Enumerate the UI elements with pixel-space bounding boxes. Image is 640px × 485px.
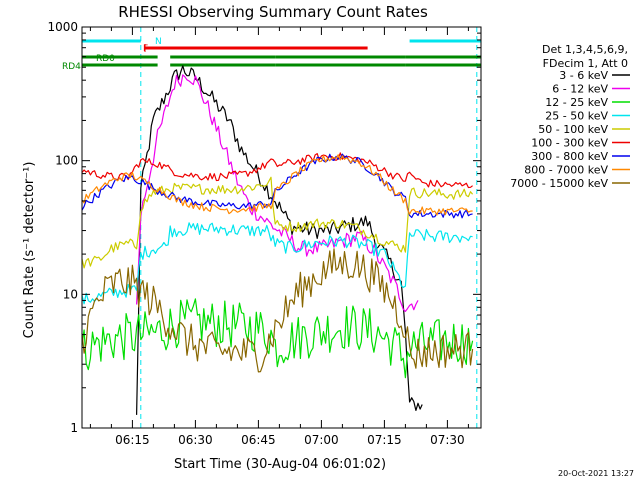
y-tick-label-2: 100	[55, 154, 78, 168]
legend-label-5: 100 - 300 keV	[531, 137, 608, 150]
legend-header-line-2: FDecim 1, Att 0	[543, 57, 628, 70]
plot-timestamp: 20-Oct-2021 13:27	[558, 469, 634, 478]
series-line-3	[81, 222, 473, 305]
x-tick-label-1: 06:30	[178, 433, 213, 447]
y-tick-label-1: 10	[63, 287, 78, 301]
legend-label-0: 3 - 6 keV	[559, 69, 608, 82]
legend-label-6: 300 - 800 keV	[531, 150, 608, 163]
series-line-0	[136, 65, 423, 415]
state-bar-f	[144, 44, 368, 52]
state-label-rd4: RD4	[62, 62, 81, 72]
y-tick-label-3: 1000	[47, 20, 78, 34]
legend-label-3: 25 - 50 keV	[545, 110, 608, 123]
series-line-5	[81, 152, 473, 189]
axes: 1 10 100 1000 06:15 06:30 06:45 07:00 07:15 07:30	[47, 20, 481, 447]
x-tick-label-2: 06:45	[241, 433, 276, 447]
series-line-7	[81, 154, 473, 216]
series-line-4	[81, 176, 474, 269]
state-bar-rd4	[81, 61, 481, 69]
series-line-8	[81, 248, 474, 373]
y-tick-label-0: 1	[70, 421, 78, 435]
x-axis-label: Start Time (30-Aug-04 06:01:02)	[174, 457, 386, 472]
x-tick-label-0: 06:15	[115, 433, 150, 447]
legend-header-line-1: Det 1,3,4,5,6,9,	[542, 43, 628, 56]
series-line-1	[136, 74, 419, 312]
x-tick-label-4: 07:15	[367, 433, 402, 447]
state-label-n: N	[155, 37, 162, 47]
x-tick-label-5: 07:30	[430, 433, 465, 447]
state-bar-rd0	[81, 53, 481, 61]
state-label-f: F	[143, 44, 148, 54]
plot-area: NF RD0 RD4	[62, 27, 481, 428]
legend-label-2: 12 - 25 keV	[545, 96, 608, 109]
legend-label-1: 6 - 12 keV	[552, 83, 608, 96]
series-line-2	[81, 298, 474, 379]
x-tick-label-3: 07:00	[304, 433, 339, 447]
chart-title: RHESSI Observing Summary Count Rates	[118, 3, 428, 21]
state-label-rd0: RD0	[96, 54, 115, 64]
legend-label-8: 7000 - 15000 keV	[510, 177, 608, 190]
legend-label-4: 50 - 100 keV	[538, 123, 608, 136]
legend-label-7: 800 - 7000 keV	[524, 164, 608, 177]
y-axis-label: Count Rate (s⁻¹ detector⁻¹)	[22, 162, 37, 339]
plot-frame	[81, 26, 482, 429]
